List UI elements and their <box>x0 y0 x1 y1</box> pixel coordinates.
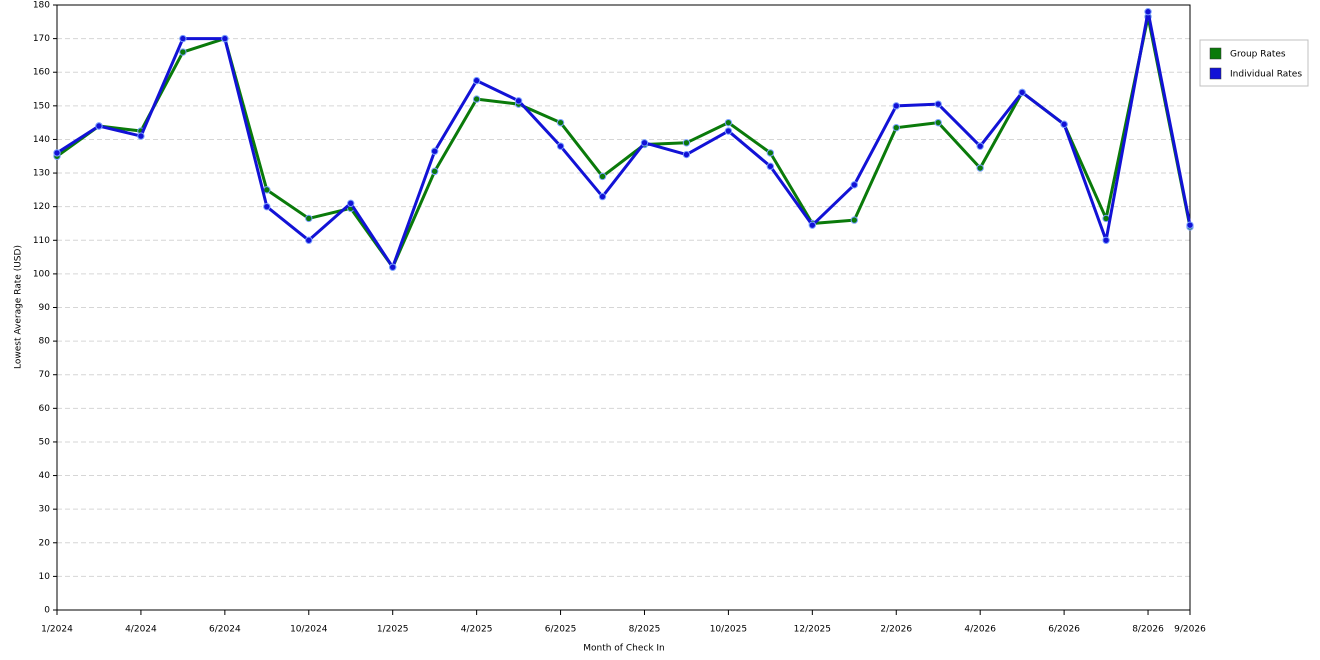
point <box>892 102 900 110</box>
point <box>347 199 355 208</box>
point <box>1018 88 1026 97</box>
x-tick-label: 6/2026 <box>1048 625 1080 635</box>
point <box>808 221 817 229</box>
point <box>95 122 103 130</box>
point <box>556 118 565 127</box>
legend-label: Individual Rates <box>1230 70 1302 80</box>
point <box>263 202 271 211</box>
legend-swatch <box>1209 67 1222 80</box>
point <box>934 118 942 127</box>
x-tick-label: 4/2025 <box>461 625 493 635</box>
y-tick-label: 170 <box>33 34 50 44</box>
x-tick-label: 1/2024 <box>41 625 73 635</box>
y-tick-label: 100 <box>33 269 50 279</box>
x-axis-title: Month of Check In <box>583 644 665 654</box>
point <box>472 76 481 85</box>
series-line <box>56 15 1192 269</box>
y-tick-label: 160 <box>33 68 50 78</box>
point <box>850 181 858 189</box>
point <box>766 149 775 157</box>
point <box>1102 236 1110 244</box>
point <box>976 142 984 150</box>
x-tick-label: 9/2026 <box>1174 625 1206 635</box>
point <box>305 236 313 244</box>
point <box>682 139 691 147</box>
point <box>850 216 858 224</box>
x-tick-label: 8/2025 <box>629 625 661 635</box>
y-tick-label: 120 <box>33 202 50 212</box>
x-tick-label: 10/2025 <box>710 625 747 635</box>
point <box>892 123 900 132</box>
x-tick-label: 10/2024 <box>290 625 328 635</box>
point <box>598 172 607 181</box>
point <box>766 162 775 171</box>
x-tick-label: 6/2025 <box>545 625 577 635</box>
point <box>179 34 187 43</box>
point <box>179 48 187 56</box>
x-tick-label: 1/2025 <box>377 625 409 635</box>
y-tick-label: 20 <box>39 538 51 548</box>
x-tick-label: 4/2024 <box>125 625 157 635</box>
point <box>472 95 481 103</box>
y-tick-label: 130 <box>33 169 50 179</box>
series-line <box>56 10 1192 269</box>
y-tick-label: 50 <box>39 437 51 447</box>
point <box>640 139 649 147</box>
y-tick-label: 180 <box>33 1 50 11</box>
point <box>430 147 439 155</box>
y-tick-label: 110 <box>33 236 50 246</box>
y-tick-label: 80 <box>39 337 51 347</box>
point <box>1060 120 1068 129</box>
point <box>514 97 523 105</box>
point <box>53 149 61 157</box>
point <box>724 118 733 127</box>
x-tick-label: 12/2025 <box>794 625 831 635</box>
point <box>137 132 145 140</box>
point <box>556 142 565 150</box>
y-tick-label: 0 <box>44 606 50 616</box>
x-tick-label: 4/2026 <box>964 625 996 635</box>
y-axis-title: Lowest Average Rate (USD) <box>14 245 24 369</box>
x-tick-label: 8/2026 <box>1132 625 1164 635</box>
x-tick-label: 6/2024 <box>209 625 241 635</box>
point <box>724 127 733 135</box>
y-tick-label: 90 <box>39 303 51 313</box>
y-tick-label: 140 <box>33 135 50 145</box>
point <box>1186 221 1194 229</box>
point <box>976 164 984 172</box>
legend-label: Group Rates <box>1230 50 1286 60</box>
y-tick-label: 40 <box>39 471 51 481</box>
point <box>430 167 439 176</box>
y-tick-label: 30 <box>39 505 51 515</box>
point <box>934 100 942 108</box>
point <box>389 263 397 271</box>
point <box>305 214 313 223</box>
y-tick-label: 10 <box>39 572 51 582</box>
plot-frame <box>56 4 1191 611</box>
point <box>598 192 607 201</box>
x-tick-label: 2/2026 <box>880 625 912 635</box>
point <box>682 150 691 159</box>
y-tick-label: 150 <box>33 101 50 111</box>
legend-swatch <box>1209 47 1222 60</box>
y-tick-label: 60 <box>39 404 51 414</box>
y-tick-label: 70 <box>39 370 51 380</box>
point <box>1144 8 1152 16</box>
point <box>221 34 229 43</box>
